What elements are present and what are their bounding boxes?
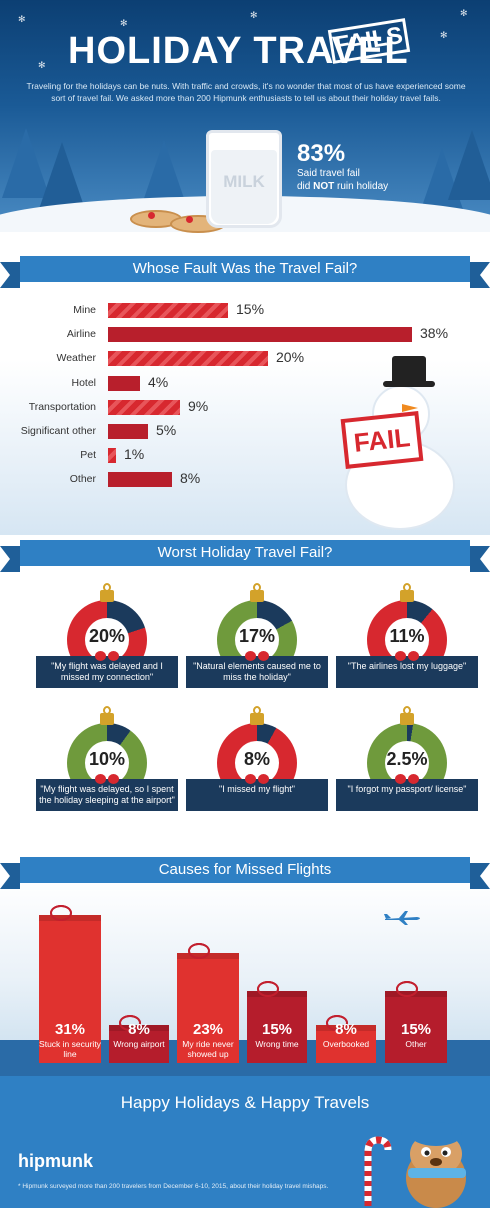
ornament-percent-label: 10% xyxy=(88,749,126,769)
section-heading-fault: Whose Fault Was the Travel Fail? xyxy=(0,256,490,288)
ornament-percent-label: 17% xyxy=(238,626,276,646)
fault-value-label: 1% xyxy=(124,446,145,463)
fault-value-label: 5% xyxy=(156,422,177,438)
snowflake-icon: ✻ xyxy=(250,10,258,20)
fault-category-label: Transportation xyxy=(28,400,96,413)
quote-box: "The airlines lost my luggage" xyxy=(336,656,478,688)
fault-category-label: Pet xyxy=(80,449,96,462)
pine-tree-icon xyxy=(38,142,86,212)
title-text: HOLIDAY TRAVEL xyxy=(68,30,409,72)
fault-bar xyxy=(108,351,268,367)
fault-value-label: 4% xyxy=(148,373,169,390)
fault-bar xyxy=(108,303,228,318)
chipmunk-mascot-icon xyxy=(406,1122,466,1208)
fault-bar xyxy=(108,399,180,415)
worst-fail-grid: 20% "My flight was delayed and I missed m… xyxy=(0,570,490,840)
quote-box: "I missed my flight" xyxy=(186,779,328,811)
ornament-hole xyxy=(235,618,279,662)
top-hat-icon xyxy=(392,356,426,386)
ribbon-bow-icon xyxy=(395,774,419,784)
section-heading-causes: Causes for Missed Flights xyxy=(0,857,490,889)
fault-value-label: 15% xyxy=(236,301,265,317)
milk-fill xyxy=(211,150,277,224)
fault-category-label: Weather xyxy=(56,352,97,365)
carrot-nose-icon xyxy=(402,404,418,412)
ornament-hole xyxy=(385,741,429,785)
fault-bar xyxy=(108,375,140,391)
ornament-hole xyxy=(85,741,129,785)
ornament-percent-label: 8% xyxy=(243,749,270,769)
fail-sign: FAIL xyxy=(340,411,424,469)
fault-category-label: Significant other xyxy=(20,425,96,437)
ornament-percent-label: 20% xyxy=(88,626,126,646)
closing-message: Happy Holidays & Happy Travels xyxy=(120,1093,370,1112)
ornament-cap-icon xyxy=(400,590,414,602)
fault-category-label: Airline xyxy=(66,328,96,341)
section-heading-worst: Worst Holiday Travel Fail? xyxy=(0,540,490,572)
stat-line-1: Said travel fail xyxy=(297,168,360,179)
jam-dot-icon xyxy=(148,212,155,219)
ribbon-bow-icon xyxy=(95,774,119,784)
quote-box: "My flight was delayed and I missed my c… xyxy=(36,656,178,688)
ornament-cap-icon xyxy=(100,590,114,602)
ornament-hole xyxy=(235,741,279,785)
fault-category-label: Other xyxy=(69,473,96,486)
snowflake-icon: ✻ xyxy=(18,14,26,24)
fault-bar xyxy=(108,327,412,343)
ribbon-bow-icon xyxy=(395,651,419,661)
footnote: * Hipmunk surveyed more than 200 travele… xyxy=(18,1183,329,1190)
ornament-cap-icon xyxy=(100,713,114,725)
ornament-cap-icon xyxy=(250,590,264,602)
fault-category-label: Mine xyxy=(73,304,96,316)
snowflake-icon: ✻ xyxy=(120,18,128,28)
ribbon-bow-icon xyxy=(245,651,269,661)
ribbon-bow-icon xyxy=(245,774,269,784)
fault-bar xyxy=(108,424,148,439)
hipmunk-logo: hipmunk xyxy=(18,1151,93,1171)
ornament-hole xyxy=(85,618,129,662)
ornament-cap-icon xyxy=(250,713,264,725)
fault-bar-chart: Mine 15% Airline 38% Weather 20% Hotel 4% Transp… xyxy=(0,292,490,510)
quote-box: "I forgot my passport/ license" xyxy=(336,779,478,811)
ornament-percent-label: 11% xyxy=(389,626,425,646)
fault-value-label: 38% xyxy=(420,325,449,342)
fault-value-label: 20% xyxy=(276,349,305,366)
snowflake-icon: ✻ xyxy=(440,30,448,40)
ornament-cap-icon xyxy=(400,713,414,725)
fault-bar xyxy=(108,472,172,488)
milk-label: MILK xyxy=(223,172,265,191)
quote-box: "My flight was delayed, so I spent the h… xyxy=(36,779,178,811)
ornament-percent-label: 2.5% xyxy=(386,749,428,769)
fault-category-label: Hotel xyxy=(71,376,96,389)
stat-line-2-post: ruin holiday xyxy=(334,181,389,192)
stat-line-2: did NOT ruin holiday xyxy=(297,181,388,192)
stat-line-2-pre: did xyxy=(297,181,314,192)
ribbon-bow-icon xyxy=(95,651,119,661)
airplane-icon xyxy=(384,911,420,925)
snowflake-icon: ✻ xyxy=(38,60,46,70)
jam-dot-icon xyxy=(186,216,193,223)
stat-percent: 83% xyxy=(297,140,346,167)
intro-text: Traveling for the holidays can be nuts. … xyxy=(26,81,466,103)
candy-cane-icon xyxy=(364,1136,392,1206)
snowflake-icon: ✻ xyxy=(460,8,468,18)
fault-value-label: 9% xyxy=(188,397,209,414)
quote-box: "Natural elements caused me to miss the … xyxy=(186,656,328,688)
causes-ground-band xyxy=(0,1040,490,1076)
stat-line-2-bold: NOT xyxy=(313,181,335,192)
fault-bar xyxy=(108,448,116,464)
pine-tree-icon xyxy=(448,130,490,200)
fault-value-label: 8% xyxy=(180,470,201,487)
ornament-hole xyxy=(385,618,429,662)
